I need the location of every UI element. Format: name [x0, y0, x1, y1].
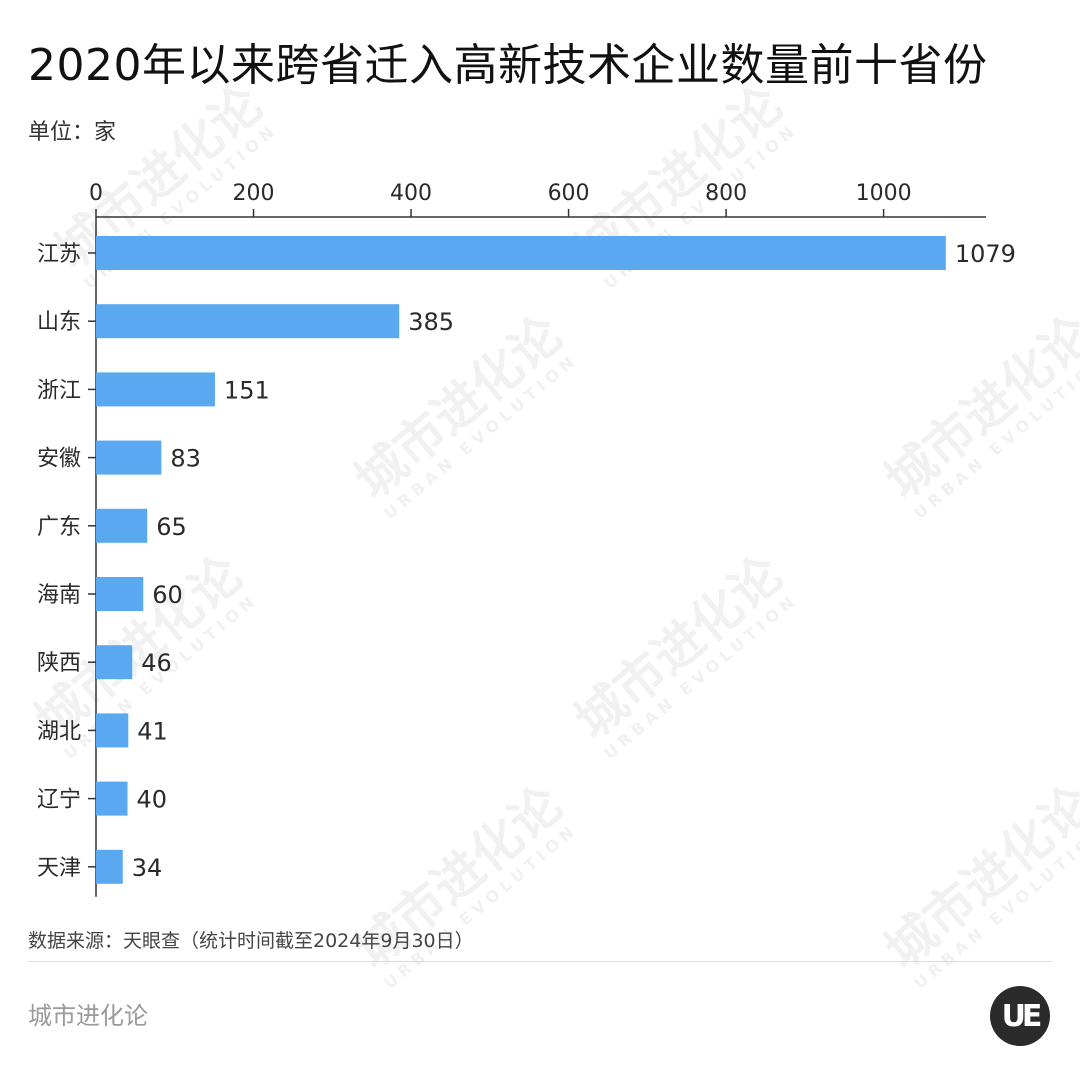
bar [96, 508, 148, 543]
value-label: 385 [408, 308, 454, 336]
category-label: 湖北 [37, 719, 81, 744]
category-label: 天津 [37, 856, 81, 881]
category-label: 陕西 [37, 651, 81, 676]
bar [96, 645, 133, 680]
value-label: 151 [224, 376, 270, 404]
category-label: 浙江 [37, 378, 81, 403]
x-tick-label: 200 [233, 181, 275, 206]
category-label: 安徽 [37, 447, 81, 472]
category-label: 海南 [37, 583, 81, 608]
bar [96, 372, 215, 407]
bar [96, 781, 128, 816]
bar [96, 577, 144, 611]
bar [96, 440, 162, 475]
value-label: 40 [137, 786, 168, 814]
divider [28, 961, 1052, 962]
data-source: 数据来源：天眼查（统计时间截至2024年9月30日） [28, 930, 474, 952]
brand-name: 城市进化论 [28, 1002, 148, 1030]
category-label: 广东 [37, 515, 81, 540]
value-label: 65 [156, 513, 187, 541]
bar [96, 713, 129, 748]
value-label: 46 [141, 649, 172, 677]
bar [96, 849, 123, 884]
unit-label: 单位：家 [28, 120, 117, 145]
x-tick-label: 400 [390, 181, 432, 206]
category-label: 辽宁 [37, 788, 81, 813]
x-tick-label: 600 [548, 181, 590, 206]
x-tick-label: 800 [705, 181, 747, 206]
value-label: 34 [132, 854, 163, 882]
bar [96, 236, 946, 270]
bar [96, 304, 400, 339]
value-label: 83 [170, 445, 201, 473]
value-label: 41 [137, 717, 168, 745]
category-label: 江苏 [37, 242, 81, 267]
x-tick-label: 0 [89, 181, 103, 206]
value-label: 1079 [955, 240, 1016, 268]
x-tick-label: 1000 [856, 181, 912, 206]
chart-title: 2020年以来跨省迁入高新技术企业数量前十省份 [28, 40, 988, 91]
category-label: 山东 [37, 310, 81, 335]
value-label: 60 [152, 581, 183, 609]
brand-logo: UE [990, 986, 1050, 1046]
